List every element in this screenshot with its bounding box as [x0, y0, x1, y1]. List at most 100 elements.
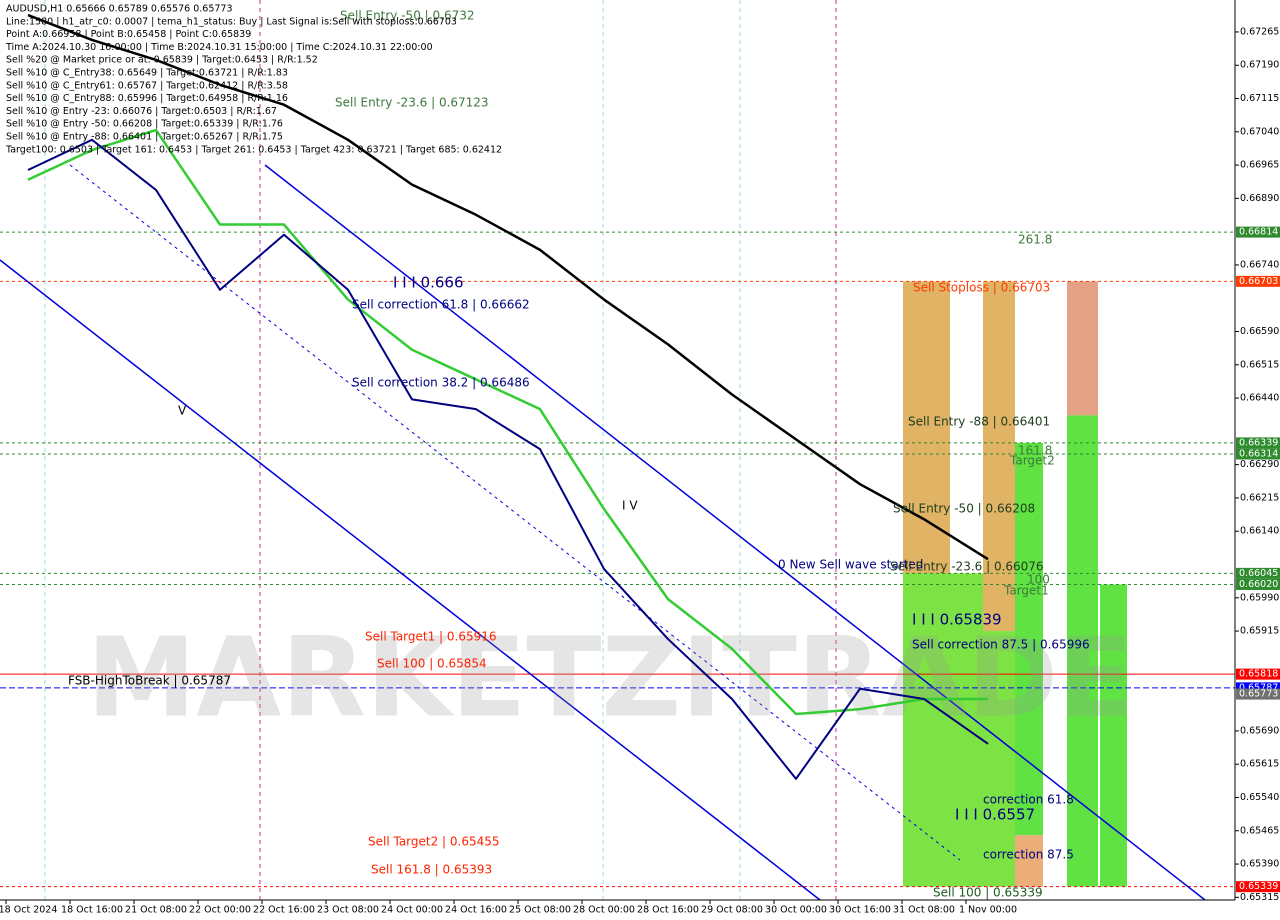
x-tick-label: 30 Oct 16:00 — [829, 905, 891, 916]
x-tick-label: 21 Oct 08:00 — [125, 905, 187, 916]
y-tick-label: 0.66890 — [1240, 193, 1279, 204]
price-tag-label: 0.66814 — [1239, 227, 1278, 238]
price-tag-label: 0.65818 — [1239, 669, 1278, 680]
annotation: 261.8 — [1018, 233, 1052, 247]
zone — [1067, 281, 1098, 416]
price-tag — [1236, 567, 1280, 579]
price-tag — [1236, 437, 1280, 449]
y-tick-label: 0.66290 — [1240, 459, 1279, 470]
annotation: 100 — [1027, 573, 1050, 587]
price-tag — [1236, 668, 1280, 680]
levels — [0, 231, 1235, 888]
x-tick-label: 22 Oct 00:00 — [189, 905, 251, 916]
y-tick-label: 0.65615 — [1240, 759, 1279, 770]
price-tag-label: 0.66703 — [1239, 276, 1278, 287]
zone — [983, 281, 1015, 632]
annotation: I I I 0.6557 — [955, 806, 1035, 824]
info-line: Sell %10 @ Entry -88: 0.66401 | Target:0… — [6, 132, 283, 143]
price-axis-bg — [1235, 0, 1280, 920]
series-line — [27, 128, 988, 716]
annotation: I I I 0.666 — [393, 274, 464, 292]
price-tag — [1236, 226, 1280, 238]
y-tick-label: 0.65315 — [1240, 892, 1279, 903]
annotation: I V — [622, 499, 638, 513]
info-line: Sell %10 @ C_Entry38: 0.65649 | Target:0… — [6, 68, 288, 79]
x-tick-label: 31 Oct 08:00 — [893, 905, 955, 916]
x-tick-label: 1 Nov 00:00 — [959, 905, 1017, 916]
annotation: Sell Entry -88 | 0.66401 — [908, 415, 1050, 429]
channel — [0, 164, 1206, 901]
series-lines — [27, 13, 989, 780]
annotation: Sell Entry -23.6 | 0.67123 — [335, 96, 489, 110]
price-tag — [1236, 448, 1280, 460]
price-tag — [1236, 688, 1280, 700]
price-tag-label: 0.66339 — [1239, 437, 1278, 448]
annotations: Sell Entry -50 | 0.6732 Sell Entry -23.6 … — [68, 9, 1090, 900]
y-tick-label: 0.67265 — [1240, 26, 1279, 37]
x-tick-label: 23 Oct 08:00 — [317, 905, 379, 916]
zone — [1067, 415, 1098, 887]
y-tick-label: 0.65390 — [1240, 859, 1279, 870]
info-panel: AUDUSD,H1 0.65666 0.65789 0.65576 0.6577… — [5, 4, 502, 156]
price-tag-label: 0.66020 — [1239, 579, 1278, 590]
info-line: Sell %10 @ Entry -23: 0.66076 | Target:0… — [6, 106, 277, 117]
annotation: Sell Entry -50 | 0.6732 — [340, 9, 474, 23]
annotation: Sell Entry -23.6 | 0.66076 — [890, 560, 1044, 574]
annotation: 0 New Sell wave started — [778, 558, 923, 572]
annotation: Sell Stoploss | 0.66703 — [913, 281, 1050, 295]
info-line: Sell %10 @ C_Entry61: 0.65767 | Target:0… — [6, 80, 288, 91]
annotation: Sell correction 87.5 | 0.65996 — [912, 638, 1090, 652]
x-tick-label: 29 Oct 08:00 — [701, 905, 763, 916]
info-line: Target100: 0.6503 | Target 161: 0.6453 |… — [5, 144, 502, 155]
y-tick-label: 0.65465 — [1240, 825, 1279, 836]
y-tick-label: 0.66140 — [1240, 526, 1279, 537]
annotation: Sell correction 38.2 | 0.66486 — [352, 376, 530, 390]
x-tick-label: 22 Oct 16:00 — [253, 905, 315, 916]
info-line: Point A:0.66958 | Point B:0.65458 | Poin… — [6, 29, 251, 40]
x-tick-label: 24 Oct 00:00 — [381, 905, 443, 916]
price-tag — [1236, 578, 1280, 590]
info-line: Sell %10 @ Entry -50: 0.66208 | Target:0… — [6, 119, 283, 130]
channel-upper — [264, 164, 1206, 901]
channel-lower — [0, 259, 821, 901]
y-tick-label: 0.67040 — [1240, 126, 1279, 137]
y-tick-label: 0.66590 — [1240, 326, 1279, 337]
info-line: Sell %20 @ Market price or at: 0.65839 |… — [6, 55, 318, 66]
y-tick-label: 0.66740 — [1240, 259, 1279, 270]
axes: 0.67265 0.67190 0.67115 0.67040 0.66965 0.668… — [0, 26, 1280, 916]
price-tag — [1236, 682, 1280, 694]
annotation: I I I 0.65839 — [912, 611, 1002, 629]
zone — [950, 573, 983, 887]
annotation: Target2 — [1009, 454, 1055, 468]
annotation: 161.8 — [1018, 444, 1052, 458]
time-axis-bg — [0, 900, 1280, 920]
annotation: Sell 161.8 | 0.65393 — [371, 863, 492, 877]
price-tag-label: 0.65787 — [1239, 682, 1278, 693]
annotation: Sell 100 | 0.65854 — [377, 657, 487, 671]
price-tag-label: 0.65339 — [1239, 881, 1278, 892]
price-tag-label: 0.66045 — [1239, 568, 1278, 579]
watermark: MARKETZITRADE — [87, 613, 1134, 741]
watermark-group: MARKETZITRADE — [87, 613, 1134, 741]
zones — [903, 281, 1127, 887]
zone — [1015, 835, 1043, 887]
y-tick-label: 0.66965 — [1240, 160, 1279, 171]
info-line: Sell %10 @ C_Entry88: 0.65996 | Target:0… — [6, 93, 288, 104]
x-tick-label: 24 Oct 16:00 — [445, 905, 507, 916]
price-tag — [1236, 275, 1280, 287]
annotation: FSB-HighToBreak | 0.65787 — [68, 674, 231, 688]
y-tick-label: 0.65540 — [1240, 792, 1279, 803]
x-tick-label: 18 Oct 16:00 — [61, 905, 123, 916]
annotation: Sell Entry -50 | 0.66208 — [893, 502, 1035, 516]
x-tick-label: 28 Oct 00:00 — [573, 905, 635, 916]
price-tag-label: 0.66314 — [1239, 448, 1278, 459]
annotation: V — [178, 404, 187, 418]
annotation: Sell correction 61.8 | 0.66662 — [352, 298, 530, 312]
y-tick-label: 0.66515 — [1240, 359, 1279, 370]
x-tick-label: 18 Oct 2024 — [0, 905, 57, 916]
y-tick-label: 0.67115 — [1240, 93, 1279, 104]
y-tick-label: 0.67190 — [1240, 60, 1279, 71]
y-tick-label: 0.65990 — [1240, 592, 1279, 603]
